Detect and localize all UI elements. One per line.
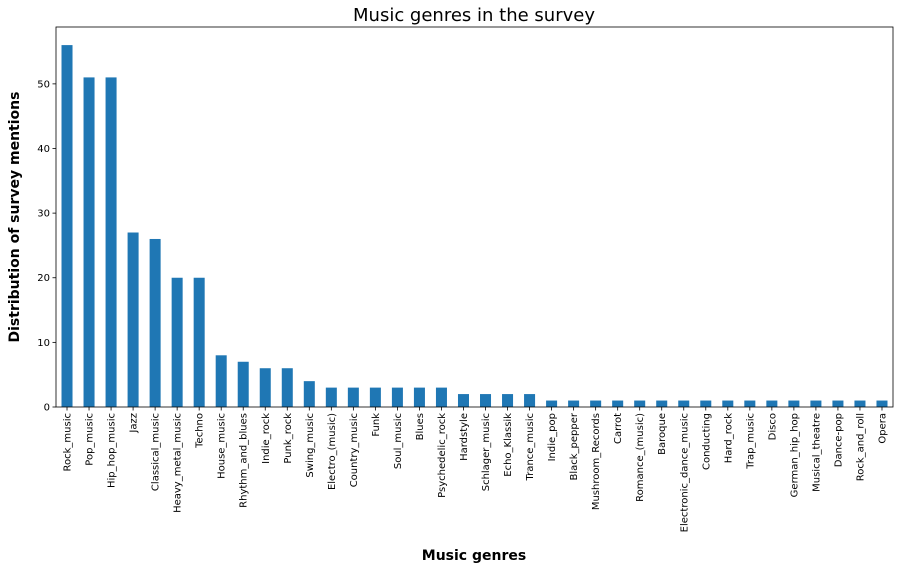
bar-musical_theatre [810, 400, 822, 407]
bar-swing_music [303, 381, 315, 407]
bar-soul_music [391, 387, 403, 407]
bar-jazz [127, 232, 139, 407]
bar-electro_(music) [325, 387, 337, 407]
y-tick-label: 40 [37, 144, 50, 155]
x-axis-label: Music genres [422, 548, 526, 564]
x-tick-label: Rock_music [63, 413, 74, 471]
y-axis: 0 10 20 30 40 50 [37, 79, 56, 414]
x-tick-label: Conducting [701, 413, 712, 470]
x-tick-label: German_hip_hop [789, 413, 800, 497]
bar-rock_and_roll [854, 400, 866, 407]
bar-black_pepper [568, 400, 580, 407]
bar-trance_music [524, 394, 536, 407]
bar-rock_music [61, 45, 73, 407]
x-tick-label: Dance-pop [833, 413, 844, 467]
x-tick-label: Rhythm_and_blues [239, 413, 250, 508]
bar-indie_pop [546, 400, 558, 407]
x-tick-label: Opera [877, 413, 888, 444]
bar-techno [193, 277, 205, 407]
x-tick-label: Rock_and_roll [855, 413, 866, 481]
bar-country_music [347, 387, 359, 407]
bar-dance-pop [832, 400, 844, 407]
x-tick-label: Echo_Klassik [503, 413, 514, 477]
bar-indie_rock [259, 368, 271, 407]
bar-disco [766, 400, 778, 407]
bar-romance_(music) [634, 400, 646, 407]
bar-hardstyle [457, 394, 469, 407]
x-tick-label: Disco [767, 413, 778, 440]
chart-title: Music genres in the survey [353, 5, 595, 26]
bar-pop_music [83, 77, 95, 407]
bar-heavy_metal_music [171, 277, 183, 407]
x-tick-label: Indie_rock [261, 413, 272, 464]
x-tick-label: Psychedelic_rock [437, 413, 448, 498]
x-tick-label: Punk_rock [283, 413, 294, 464]
y-tick-label: 30 [37, 209, 50, 220]
bar-echo_klassik [502, 394, 514, 407]
x-tick-label: Trap_music [745, 413, 756, 470]
x-tick-label: Trance_music [525, 413, 536, 481]
x-tick-label: Baroque [657, 413, 668, 455]
y-axis-label: Distribution of survey mentions [7, 92, 23, 343]
x-tick-label: Electronic_dance_music [679, 413, 690, 532]
x-tick-label: Carrot [613, 413, 624, 444]
bar-hard_rock [722, 400, 734, 407]
x-tick-label: Romance_(music) [635, 413, 646, 502]
plot-frame [55, 26, 894, 408]
x-tick-label: Pop_music [85, 413, 96, 466]
bar-baroque [656, 400, 668, 407]
y-tick-label: 20 [37, 273, 50, 284]
bar-schlager_music [480, 394, 492, 407]
bar-electronic_dance_music [678, 400, 690, 407]
y-tick-label: 10 [37, 338, 50, 349]
bar-rhythm_and_blues [237, 361, 249, 407]
x-axis: Rock_music Pop_music Hip_hop_music Jazz Clas… [63, 407, 888, 532]
bar-funk [369, 387, 381, 407]
x-tick-label: Heavy_metal_music [173, 413, 184, 513]
x-tick-label: Musical_theatre [811, 413, 822, 492]
x-tick-label: Black_pepper [569, 412, 580, 480]
x-tick-label: Electro_(music) [327, 413, 338, 490]
x-tick-label: Funk [371, 413, 382, 437]
x-tick-label: Hip_hop_music [107, 413, 118, 488]
x-tick-label: Hardstyle [459, 413, 470, 461]
bar-conducting [700, 400, 712, 407]
x-tick-label: Techno [195, 413, 206, 449]
bar-house_music [215, 355, 227, 407]
y-tick-label: 0 [44, 403, 50, 414]
x-tick-label: Blues [415, 413, 426, 440]
bar-opera [876, 400, 888, 407]
x-tick-label: Schlager_music [481, 413, 492, 491]
bar-psychedelic_rock [435, 387, 447, 407]
x-tick-label: Indie_pop [547, 413, 558, 461]
bar-german_hip_hop [788, 400, 800, 407]
bar-blues [413, 387, 425, 407]
x-tick-label: Swing_music [305, 413, 316, 478]
bar-classical_music [149, 238, 161, 407]
y-tick-label: 50 [37, 79, 50, 90]
bar-punk_rock [281, 368, 293, 407]
bar-trap_music [744, 400, 756, 407]
bar-hip_hop_music [105, 77, 117, 407]
bar-carrot [612, 400, 624, 407]
x-tick-label: Hard_rock [723, 413, 734, 463]
x-tick-label: Country_music [349, 413, 360, 487]
bars-group [61, 45, 888, 407]
x-tick-label: Soul_music [393, 413, 404, 469]
x-tick-label: Jazz [129, 413, 140, 434]
x-tick-label: House_music [217, 413, 228, 479]
x-tick-label: Mushroom_Records [591, 413, 602, 510]
x-tick-label: Classical_music [151, 413, 162, 491]
bar-mushroom_records [590, 400, 602, 407]
